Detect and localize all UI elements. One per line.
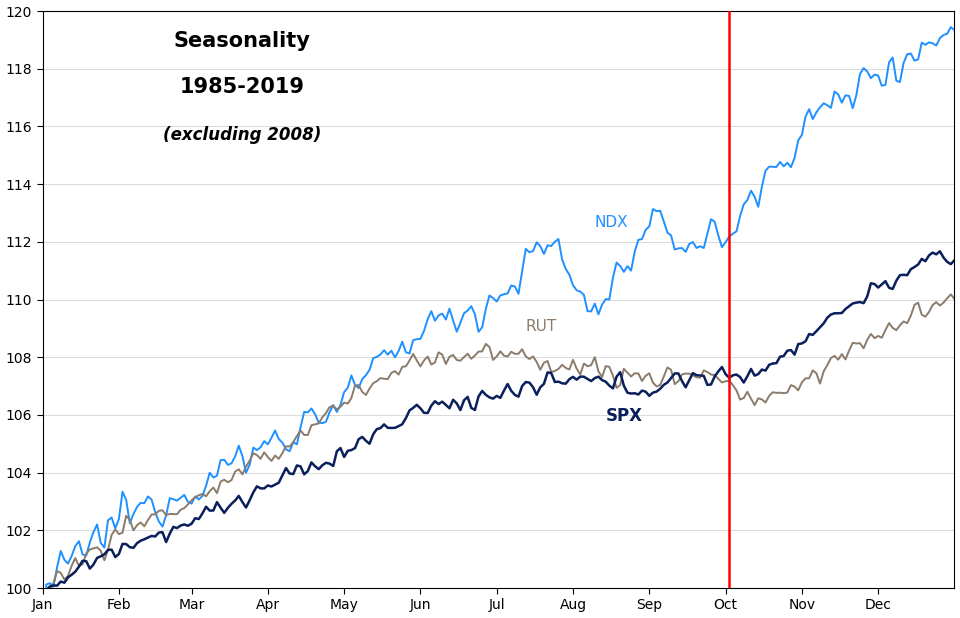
Text: RUT: RUT (526, 320, 557, 334)
Text: Seasonality: Seasonality (174, 32, 311, 51)
Text: NDX: NDX (595, 216, 629, 231)
Text: (excluding 2008): (excluding 2008) (163, 127, 322, 145)
Text: SPX: SPX (606, 407, 642, 425)
Text: 1985-2019: 1985-2019 (180, 77, 305, 98)
